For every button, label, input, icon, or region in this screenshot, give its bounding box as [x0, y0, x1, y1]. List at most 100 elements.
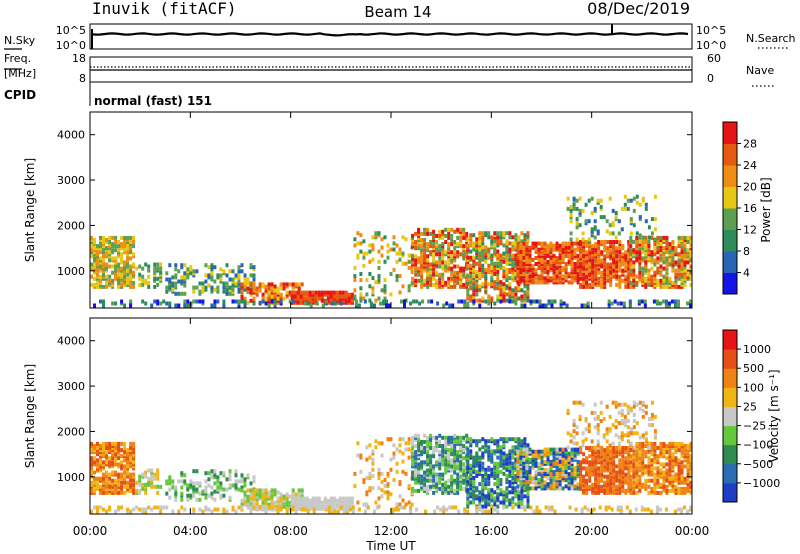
heatmap-cell	[653, 258, 657, 263]
heatmap-cell	[641, 448, 645, 453]
heatmap-cell	[514, 245, 518, 250]
heatmap-cell	[466, 245, 470, 250]
nsearch-tick-bottom: 10^0	[696, 39, 726, 52]
heatmap-cell	[582, 482, 586, 487]
heatmap-cell	[249, 282, 253, 287]
heatmap-cell	[593, 225, 597, 230]
heatmap-cell	[543, 480, 547, 485]
heatmap-cell	[659, 448, 663, 453]
heatmap-cell	[612, 476, 616, 481]
heatmap-cell	[537, 472, 541, 477]
heatmap-cell	[438, 433, 442, 438]
heatmap-cell	[481, 284, 485, 289]
heatmap-cell	[219, 267, 223, 272]
heatmap-cell	[511, 288, 515, 293]
heatmap-cell	[150, 468, 154, 473]
power-ytick-label: 2000	[57, 219, 85, 232]
heatmap-cell	[102, 482, 105, 487]
heatmap-cell	[537, 449, 541, 454]
heatmap-cell	[526, 294, 530, 299]
heatmap-cell	[590, 196, 594, 201]
heatmap-cell	[683, 274, 687, 279]
heatmap-cell	[608, 223, 612, 228]
heatmap-cell	[386, 249, 390, 254]
heatmap-cell	[426, 435, 430, 440]
heatmap-cell	[558, 447, 562, 452]
heatmap-cell	[508, 270, 512, 274]
heatmap-cell	[459, 454, 463, 459]
heatmap-cell	[414, 468, 418, 473]
heatmap-cell	[519, 278, 523, 283]
heatmap-cell	[638, 452, 642, 457]
heatmap-cell	[644, 219, 648, 224]
heatmap-cell	[522, 274, 526, 279]
heatmap-cell	[597, 454, 601, 459]
heatmap-cell	[603, 452, 607, 457]
heatmap-cell	[432, 435, 436, 440]
heatmap-cell	[484, 467, 488, 472]
heatmap-cell	[93, 270, 96, 275]
heatmap-cell	[552, 447, 556, 452]
heatmap-cell	[171, 275, 175, 280]
heatmap-cell	[519, 249, 523, 254]
heatmap-cell	[609, 482, 613, 487]
heatmap-cell	[258, 301, 262, 306]
heatmap-cell	[222, 269, 226, 274]
heatmap-cell	[612, 488, 616, 493]
heatmap-cell	[441, 444, 445, 448]
heatmap-cell	[407, 486, 411, 491]
heatmap-cell	[377, 476, 381, 480]
heatmap-cell	[350, 496, 354, 501]
heatmap-cell	[432, 229, 436, 234]
heatmap-cell	[267, 490, 271, 495]
heatmap-cell	[429, 446, 433, 450]
heatmap-cell	[616, 301, 620, 306]
heatmap-cell	[96, 482, 99, 487]
heatmap-cell	[290, 498, 294, 503]
heatmap-cell	[591, 246, 595, 251]
heatmap-cell	[662, 235, 666, 240]
heatmap-cell	[426, 242, 430, 247]
heatmap-cell	[508, 241, 512, 246]
heatmap-cell	[647, 235, 651, 240]
heatmap-cell	[450, 254, 454, 259]
heatmap-cell	[638, 478, 642, 483]
heatmap-cell	[198, 483, 202, 488]
heatmap-cell	[635, 280, 639, 285]
heatmap-cell	[600, 446, 604, 450]
heatmap-cell	[90, 441, 93, 446]
heatmap-cell	[135, 480, 139, 485]
heatmap-cell	[540, 260, 544, 264]
heatmap-cell	[534, 255, 538, 260]
heatmap-cell	[407, 253, 411, 258]
heatmap-cell	[627, 240, 631, 244]
heatmap-cell	[447, 246, 451, 251]
heatmap-cell	[183, 299, 187, 304]
heatmap-cell	[435, 233, 439, 238]
heatmap-cell	[447, 258, 451, 263]
heatmap-cell	[508, 498, 512, 503]
heatmap-cell	[517, 494, 521, 499]
heatmap-cell	[517, 500, 521, 505]
heatmap-cell	[126, 280, 130, 285]
heatmap-cell	[417, 488, 421, 493]
heatmap-cell	[114, 441, 118, 446]
heatmap-cell	[386, 243, 390, 248]
heatmap-cell	[579, 460, 583, 465]
heatmap-cell	[225, 283, 229, 288]
heatmap-cell	[543, 447, 547, 452]
heatmap-cell	[609, 462, 613, 467]
heatmap-cell	[129, 482, 133, 487]
heatmap-cell	[665, 256, 669, 261]
heatmap-cell	[576, 470, 580, 475]
heatmap-cell	[99, 238, 102, 242]
heatmap-cell	[302, 298, 306, 303]
heatmap-cell	[306, 301, 310, 306]
heatmap-cell	[578, 211, 582, 215]
heatmap-cell	[240, 473, 244, 478]
heatmap-cell	[317, 498, 321, 503]
heatmap-cell	[255, 492, 259, 497]
heatmap-cell	[603, 468, 607, 473]
heatmap-cell	[93, 242, 96, 247]
heatmap-cell	[216, 475, 220, 480]
